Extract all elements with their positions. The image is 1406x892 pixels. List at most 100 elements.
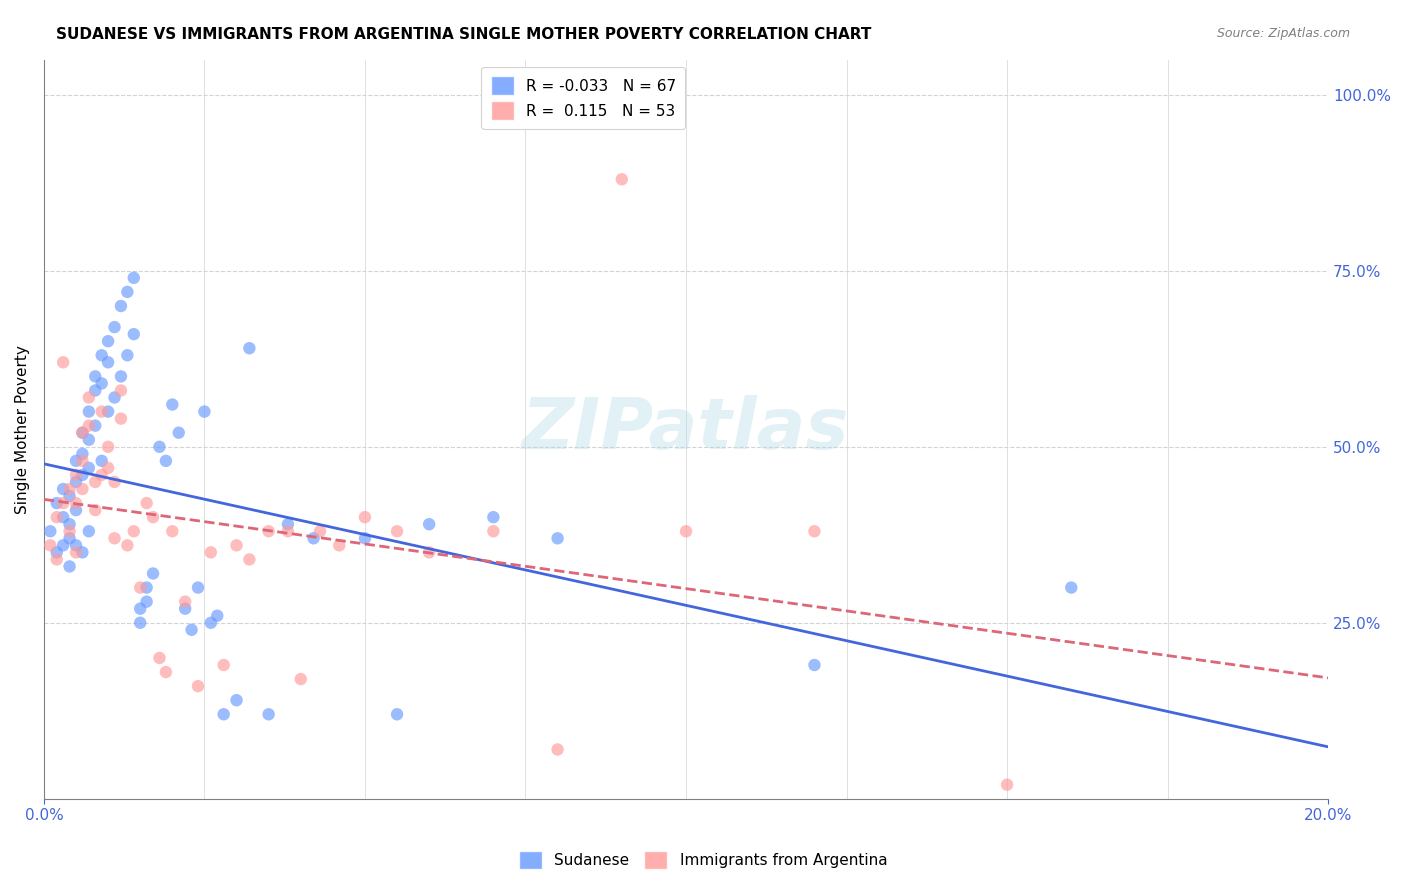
Point [148,651,170,665]
Point [155,454,177,468]
Point [122,270,145,285]
Point [238,552,260,566]
Point [39,524,62,539]
Text: ZIPatlas: ZIPatlas [522,394,849,464]
Point [129,615,152,630]
Point [65,538,87,552]
Point [675,524,697,539]
Point [52,538,75,552]
Point [995,778,1018,792]
Point [58,524,80,539]
Point [110,411,132,425]
Point [142,510,165,524]
Point [385,707,408,722]
Point [547,531,569,545]
Point [803,524,825,539]
Point [97,461,120,475]
Point [129,581,152,595]
Point [58,559,80,574]
Point [309,524,332,539]
Point [58,517,80,532]
Point [482,524,505,539]
Point [135,594,157,608]
Point [77,418,100,433]
Point [418,517,440,532]
Y-axis label: Single Mother Poverty: Single Mother Poverty [15,344,30,514]
Point [45,552,67,566]
Point [482,510,505,524]
Point [97,355,120,369]
Point [52,510,75,524]
Point [84,369,107,384]
Point [103,475,125,489]
Point [103,320,125,334]
Point [117,348,139,362]
Point [77,391,100,405]
Point [97,404,120,418]
Point [212,707,235,722]
Text: Source: ZipAtlas.com: Source: ZipAtlas.com [1216,27,1350,40]
Point [77,433,100,447]
Point [418,545,440,559]
Point [354,510,377,524]
Point [187,679,209,693]
Point [142,566,165,581]
Point [72,545,94,559]
Point [52,355,75,369]
Point [90,467,112,482]
Point [225,538,247,552]
Point [72,454,94,468]
Point [77,524,100,539]
Point [200,615,222,630]
Point [803,658,825,673]
Point [110,369,132,384]
Point [65,503,87,517]
Point [90,454,112,468]
Point [129,601,152,615]
Point [84,384,107,398]
Point [52,482,75,496]
Point [77,461,100,475]
Point [277,524,299,539]
Point [90,376,112,391]
Text: SUDANESE VS IMMIGRANTS FROM ARGENTINA SINGLE MOTHER POVERTY CORRELATION CHART: SUDANESE VS IMMIGRANTS FROM ARGENTINA SI… [56,27,872,42]
Point [193,404,215,418]
Point [328,538,350,552]
Point [39,538,62,552]
Legend: Sudanese, Immigrants from Argentina: Sudanese, Immigrants from Argentina [513,845,893,875]
Legend: R = -0.033   N = 67, R =  0.115   N = 53: R = -0.033 N = 67, R = 0.115 N = 53 [481,67,685,129]
Point [84,503,107,517]
Point [135,581,157,595]
Point [277,517,299,532]
Point [65,475,87,489]
Point [117,538,139,552]
Point [135,496,157,510]
Point [200,545,222,559]
Point [117,285,139,299]
Point [72,482,94,496]
Point [103,531,125,545]
Point [65,467,87,482]
Point [58,489,80,503]
Point [162,524,184,539]
Point [207,608,229,623]
Point [167,425,190,440]
Point [110,384,132,398]
Point [110,299,132,313]
Point [72,425,94,440]
Point [84,418,107,433]
Point [65,454,87,468]
Point [212,658,235,673]
Point [65,496,87,510]
Point [225,693,247,707]
Point [58,482,80,496]
Point [84,475,107,489]
Point [72,425,94,440]
Point [58,531,80,545]
Point [187,581,209,595]
Point [385,524,408,539]
Point [90,348,112,362]
Point [257,707,280,722]
Point [103,391,125,405]
Point [122,327,145,342]
